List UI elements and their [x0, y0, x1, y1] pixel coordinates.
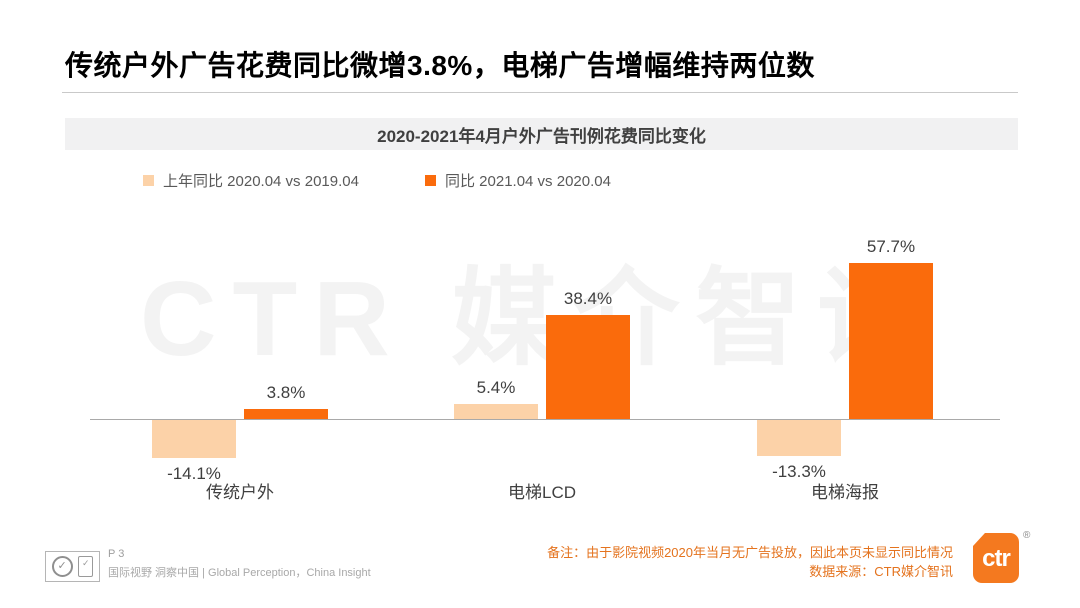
certification-badges: ✓ ✓ [45, 551, 100, 582]
ctr-logo-text: ctr [982, 545, 1011, 572]
legend-label-previous: 上年同比 2020.04 vs 2019.04 [163, 172, 359, 190]
legend-item-current-yoy: 同比 2021.04 vs 2020.04 [425, 170, 611, 190]
watermark: CTR 媒介智讯 [140, 260, 940, 378]
ctr-logo: ctr [973, 533, 1019, 583]
footer-tagline: 国际视野 洞察中国 | Global Perception，China Insi… [108, 567, 371, 579]
value-label-电梯LCD-previous: 5.4% [476, 378, 516, 398]
sgs-badge-icon: ✓ [51, 556, 73, 577]
page-number: P 3 [108, 548, 125, 560]
bar-电梯海报-previous [757, 420, 841, 456]
bar-电梯海报-current [849, 263, 933, 419]
value-label-传统户外-previous: -14.1% [167, 464, 221, 484]
category-label-传统户外: 传统户外 [206, 483, 274, 502]
value-label-电梯LCD-current: 38.4% [563, 289, 613, 309]
note-line-1: 备注：由于影院视频2020年当月无广告投放，因此本页未显示同比情况 [547, 545, 953, 560]
bar-传统户外-current [244, 408, 328, 419]
legend-swatch-previous-icon [143, 174, 154, 186]
value-label-电梯海报-current: 57.7% [866, 237, 916, 257]
value-label-电梯海报-previous: -13.3% [772, 461, 826, 481]
title-divider [62, 92, 1018, 93]
x-axis-line [90, 419, 1000, 420]
legend-swatch-current-icon [425, 174, 436, 186]
registered-trademark-icon: ® [1023, 530, 1031, 541]
chart-title: 2020-2021年4月户外广告刊例花费同比变化 [377, 126, 706, 146]
bar-传统户外-previous [152, 420, 236, 459]
page-title: 传统户外广告花费同比微增3.8%，电梯广告增幅维持两位数 [65, 50, 815, 81]
bar-电梯LCD-previous [454, 404, 538, 419]
legend-label-current: 同比 2021.04 vs 2020.04 [445, 172, 611, 190]
value-label-传统户外-current: 3.8% [266, 382, 306, 402]
bar-电梯LCD-current [546, 315, 630, 419]
category-label-电梯LCD: 电梯LCD [507, 483, 576, 502]
legend-item-previous-yoy: 上年同比 2020.04 vs 2019.04 [143, 170, 359, 190]
chart-title-bar: 2020-2021年4月户外广告刊例花费同比变化 [65, 118, 1018, 150]
category-label-电梯海报: 电梯海报 [811, 483, 879, 502]
cert-badge-icon: ✓ [78, 556, 94, 577]
footer-note: 备注：由于影院视频2020年当月无广告投放，因此本页未显示同比情况 数据来源：C… [393, 543, 953, 581]
note-line-2: 数据来源：CTR媒介智讯 [809, 564, 953, 579]
chart-legend: 上年同比 2020.04 vs 2019.04 同比 2021.04 vs 20… [0, 170, 1080, 190]
